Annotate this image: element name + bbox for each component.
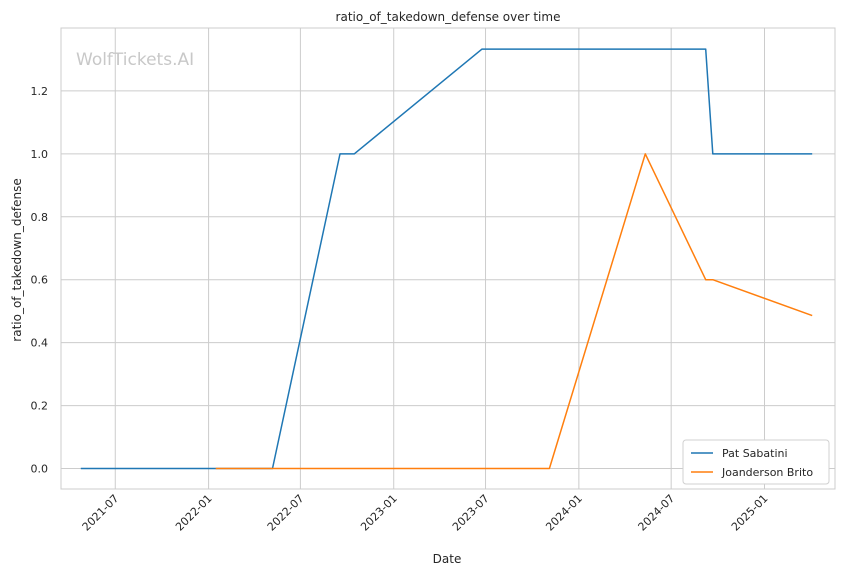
x-ticks: 2021-07 2022-01 2022-07 2023-01 2023-07 2024-… xyxy=(80,492,771,534)
y-tick-label: 0.0 xyxy=(31,463,49,476)
x-tick-label: 2021-07 xyxy=(80,492,122,534)
x-tick-label: 2025-01 xyxy=(729,492,771,534)
x-tick-label: 2022-01 xyxy=(173,492,215,534)
y-tick-label: 0.8 xyxy=(31,211,49,224)
series-line-joanderson-brito xyxy=(215,153,813,470)
chart-title: ratio_of_takedown_defense over time xyxy=(336,10,561,24)
series-line-pat-sabatini xyxy=(80,48,813,470)
x-tick-label: 2023-07 xyxy=(450,492,492,534)
y-tick-label: 0.4 xyxy=(31,337,49,350)
legend-label-pat-sabatini: Pat Sabatini xyxy=(722,447,788,460)
watermark: WolfTickets.AI xyxy=(76,50,194,70)
legend-label-joanderson-brito: Joanderson Brito xyxy=(721,466,813,479)
legend: Pat Sabatini Joanderson Brito xyxy=(682,439,830,485)
x-tick-label: 2022-07 xyxy=(265,492,307,534)
x-axis-label: Date xyxy=(433,552,462,566)
y-axis-label: ratio_of_takedown_defense xyxy=(10,178,24,341)
series-lines xyxy=(80,48,813,470)
plot-area xyxy=(60,27,836,490)
x-tick-label: 2023-01 xyxy=(358,492,400,534)
x-tick-label: 2024-01 xyxy=(543,492,585,534)
y-tick-label: 1.0 xyxy=(31,148,49,161)
y-tick-label: 0.6 xyxy=(31,274,49,287)
y-ticks: 0.0 0.2 0.4 0.6 0.8 1.0 1.2 xyxy=(31,85,49,476)
y-tick-label: 0.2 xyxy=(31,400,49,413)
x-tick-label: 2024-07 xyxy=(636,492,678,534)
grid xyxy=(61,28,835,489)
y-tick-label: 1.2 xyxy=(31,85,49,98)
legend-box xyxy=(682,439,830,485)
